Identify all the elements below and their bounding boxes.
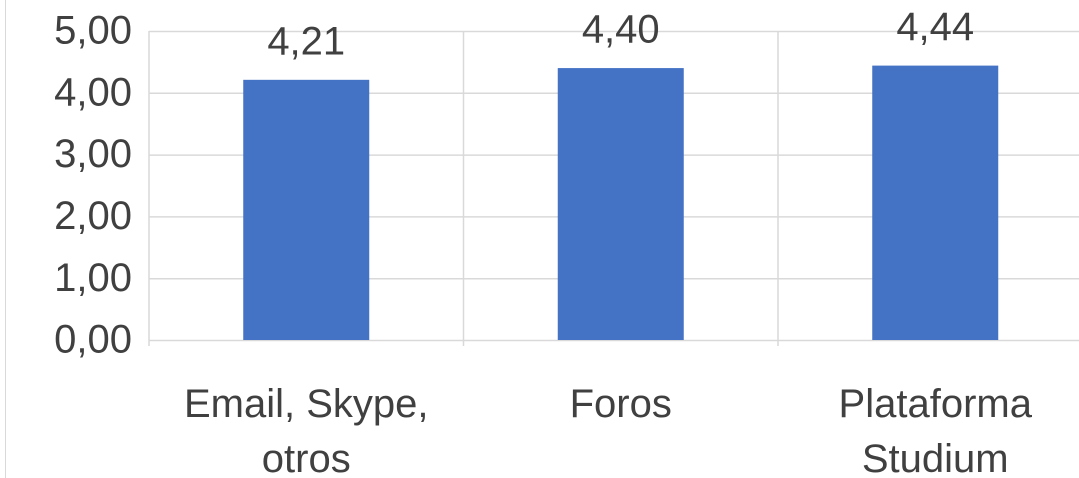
- bar: [243, 79, 370, 341]
- y-tick-label: 3,00: [54, 132, 132, 176]
- value-label: 4,40: [582, 8, 660, 52]
- bar: [872, 65, 999, 340]
- y-tick-label: 0,00: [54, 318, 132, 362]
- y-tick-label: 4,00: [54, 70, 132, 114]
- y-tick-label: 5,00: [54, 9, 132, 53]
- x-tick-label: Foros: [569, 382, 672, 426]
- y-tick-label: 1,00: [54, 256, 132, 300]
- bar: [557, 68, 684, 340]
- value-label: 4,44: [896, 5, 974, 49]
- value-label: 4,21: [267, 19, 345, 63]
- x-tick-label: Plataforma Studium: [838, 382, 1032, 478]
- x-tick-label: Email, Skype, otros: [183, 382, 429, 478]
- y-tick-label: 2,00: [54, 194, 132, 238]
